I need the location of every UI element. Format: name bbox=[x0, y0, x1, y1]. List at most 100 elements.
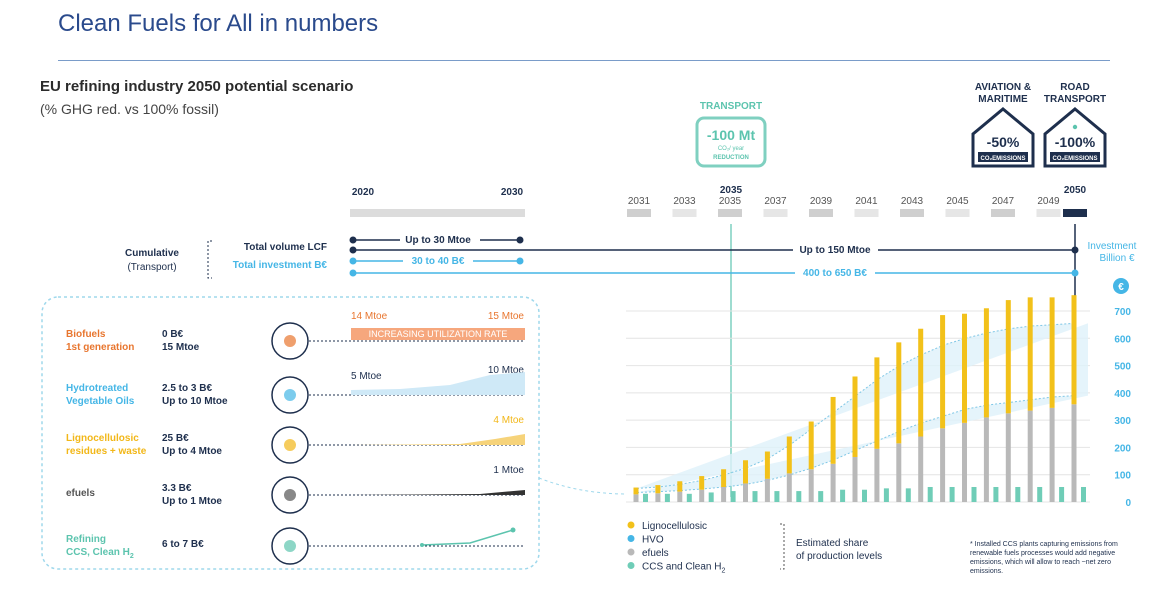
investment-label: Total investment B€ bbox=[233, 260, 328, 271]
timeline-year: 2043 bbox=[901, 196, 924, 207]
technology-name: Refining bbox=[66, 534, 106, 545]
utilization-band bbox=[351, 328, 525, 340]
road-value: -100% bbox=[1055, 134, 1096, 150]
volume-dot-start-2 bbox=[349, 246, 357, 254]
technology-end-label: 15 Mtoe bbox=[488, 311, 525, 322]
footnote-line-1: * Installed CCS plants capturing emissio… bbox=[970, 541, 1118, 548]
bar-ccs bbox=[883, 488, 889, 502]
bar-efuels bbox=[1071, 404, 1077, 502]
bar-efuels bbox=[764, 478, 770, 502]
investment-axis-label-1: Investment bbox=[1088, 241, 1137, 252]
band-upper-edge bbox=[636, 322, 1076, 489]
bar-lignocellulosic bbox=[1071, 295, 1077, 405]
timeline-year: 2041 bbox=[855, 196, 878, 207]
bar-ccs bbox=[643, 493, 648, 502]
bar-lignocellulosic bbox=[808, 421, 814, 470]
timeline-segment bbox=[1036, 209, 1061, 217]
bar-efuels bbox=[874, 448, 880, 502]
legend-bracket bbox=[780, 523, 785, 570]
legend-item: efuels bbox=[642, 548, 669, 559]
estimated-share-band bbox=[637, 323, 1088, 493]
bar-efuels bbox=[983, 417, 989, 502]
bar-ccs bbox=[1081, 486, 1086, 502]
year-2050: 2050 bbox=[1064, 185, 1087, 196]
y-tick-label: 400 bbox=[1114, 389, 1131, 400]
chart-legend: Lignocellulosic HVO efuels CCS and Clean H2 bbox=[627, 521, 725, 575]
road-unit: CO₂EMISSIONS bbox=[1052, 156, 1097, 162]
y-tick-label: 700 bbox=[1114, 307, 1131, 318]
aviation-milestone: AVIATION & MARITIME -50% CO₂EMISSIONS bbox=[971, 82, 1035, 168]
hvo-area bbox=[351, 372, 525, 395]
aviation-unit: CO₂EMISSIONS bbox=[980, 156, 1025, 162]
investment-dot-start bbox=[349, 257, 357, 265]
footnote: * Installed CCS plants capturing emissio… bbox=[970, 541, 1118, 575]
bar-lignocellulosic bbox=[918, 328, 924, 437]
footnote-line-3: emissions, which will allow to reach ~ne… bbox=[970, 559, 1111, 566]
technology-investment: 25 B€ bbox=[162, 433, 189, 444]
transport-unit: CO₂/ year bbox=[718, 146, 744, 152]
scenario-title: EU refining industry 2050 potential scen… bbox=[40, 78, 354, 95]
bar-efuels bbox=[962, 422, 967, 502]
legend-estimated-2: of production levels bbox=[796, 551, 882, 562]
bar-efuels bbox=[1049, 407, 1055, 502]
euro-icon bbox=[1113, 278, 1129, 294]
bar-efuels bbox=[677, 491, 683, 502]
road-label-1: ROAD bbox=[1060, 82, 1089, 93]
volume-2050-bg bbox=[793, 243, 878, 255]
aviation-label-2: MARITIME bbox=[978, 94, 1028, 105]
bar-ccs bbox=[730, 491, 736, 502]
technology-volume: Up to 4 Mtoe bbox=[162, 446, 222, 457]
bar-efuels bbox=[918, 436, 924, 502]
fuel-pump-icon-glyph bbox=[284, 389, 296, 401]
volume-label: Total volume LCF bbox=[244, 242, 327, 253]
aviation-value: -50% bbox=[987, 134, 1020, 150]
technology-investment: 2.5 to 3 B€ bbox=[162, 383, 212, 394]
bar-efuels bbox=[655, 493, 661, 502]
legend-item: Lignocellulosic bbox=[642, 521, 707, 532]
bar-ccs bbox=[862, 489, 867, 502]
title-divider bbox=[58, 60, 1110, 61]
investment-2030-bg bbox=[403, 254, 473, 266]
technology-row: Refining CCS, Clean H2 6 to 7 B€ bbox=[66, 527, 524, 565]
technology-volume: Up to 10 Mtoe bbox=[162, 396, 228, 407]
bar-efuels bbox=[896, 443, 902, 502]
transport-value: -100 Mt bbox=[707, 127, 756, 143]
lignocellulosic-area bbox=[351, 434, 525, 445]
aviation-unit-bar bbox=[978, 152, 1028, 162]
y-tick-label: 300 bbox=[1114, 416, 1131, 427]
bar-ccs bbox=[818, 491, 824, 502]
investment-2030: 30 to 40 B€ bbox=[412, 256, 465, 267]
bar-ccs bbox=[664, 493, 670, 502]
technology-start-label: 14 Mtoe bbox=[351, 311, 388, 322]
page-title: Clean Fuels for All in numbers bbox=[58, 10, 379, 37]
ccs-dot-end bbox=[510, 527, 516, 533]
bar-ccs bbox=[796, 491, 802, 502]
footnote-line-4: emissions. bbox=[970, 568, 1003, 575]
road-milestone: ROAD TRANSPORT -100% CO₂EMISSIONS bbox=[1043, 82, 1107, 168]
investment-axis-label-2: Billion € bbox=[1099, 253, 1134, 264]
ccs-line bbox=[421, 529, 514, 546]
volume-2030-bg bbox=[400, 233, 480, 245]
technology-name: Hydrotreated bbox=[66, 383, 128, 394]
zoom-connector-bottom bbox=[538, 477, 628, 495]
bar-ccs bbox=[971, 486, 977, 502]
legend-swatch bbox=[627, 535, 635, 542]
bar-lignocellulosic bbox=[830, 396, 836, 464]
timeline-segment bbox=[991, 209, 1015, 217]
bar-lignocellulosic bbox=[874, 357, 880, 449]
timeline-segment bbox=[945, 209, 970, 217]
technology-investment: 3.3 B€ bbox=[162, 483, 192, 494]
timeline-year: 2033 bbox=[673, 196, 696, 207]
legend-swatch bbox=[627, 562, 635, 569]
year-2035-label: 2035 bbox=[720, 185, 743, 196]
legend-swatch bbox=[627, 548, 635, 556]
timeline: 2020 2030 2035 2050 2031 2033 2035 2037 2039… bbox=[350, 185, 1087, 217]
y-tick-label: 100 bbox=[1114, 471, 1131, 482]
timeline-year: 2045 bbox=[946, 196, 969, 207]
year-2020: 2020 bbox=[352, 187, 375, 198]
technology-row: efuels 3.3 B€ Up to 1 Mtoe 1 Mtoe bbox=[66, 465, 525, 514]
bar-ccs bbox=[1015, 486, 1021, 502]
technology-end-label: 10 Mtoe bbox=[488, 365, 525, 376]
technology-name-2: residues + waste bbox=[66, 446, 147, 457]
transport-milestone: TRANSPORT -100 Mt CO₂/ year REDUCTION bbox=[695, 101, 767, 168]
